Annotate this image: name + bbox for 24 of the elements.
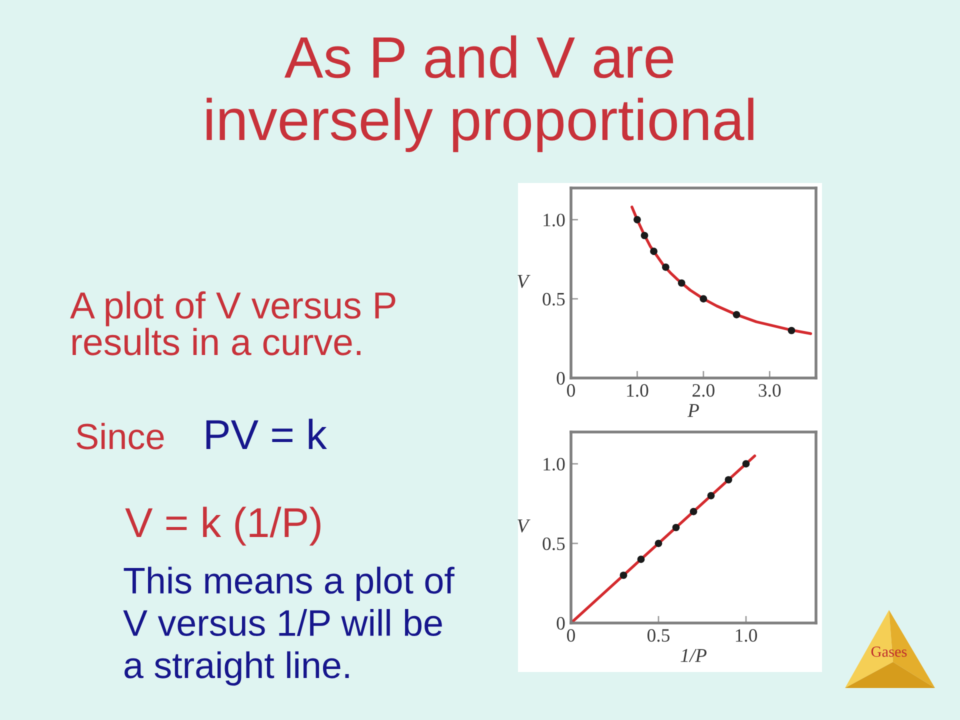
x-axis-title: 1/P [680,648,707,662]
y-tick-label: 0.5 [542,292,565,306]
x-tick-label: 0.5 [647,629,670,642]
x-tick-label: 3.0 [758,384,781,397]
text: V = k (1/P) [125,506,320,546]
x-tick-label: 1.0 [627,384,648,397]
x-tick-label: 0 [567,384,575,397]
text: This means a plot of V versus 1/P will be a straight line. [123,566,454,686]
y-tick-label: 0.5 [542,537,565,550]
text: Since [76,422,164,450]
y-axis-title: V [518,519,530,532]
y-tick-label: 0 [556,617,565,630]
x-axis-title: P [687,404,699,417]
y-tick-label: 1.0 [544,458,565,471]
chart-title: As P and V are inversely proportional [206,35,754,152]
x-tick-label: 1.0 [736,629,758,642]
text: A plot of V versus P results in a curve. [70,291,396,356]
text: Gases [871,646,907,657]
y-tick-label: 1.0 [544,214,565,226]
x-tick-label: 0 [567,629,575,642]
text: PV = k [206,418,327,449]
y-tick-label: 0 [556,372,565,385]
x-tick-label: 2.0 [692,384,714,397]
y-axis-title: V [518,274,530,288]
